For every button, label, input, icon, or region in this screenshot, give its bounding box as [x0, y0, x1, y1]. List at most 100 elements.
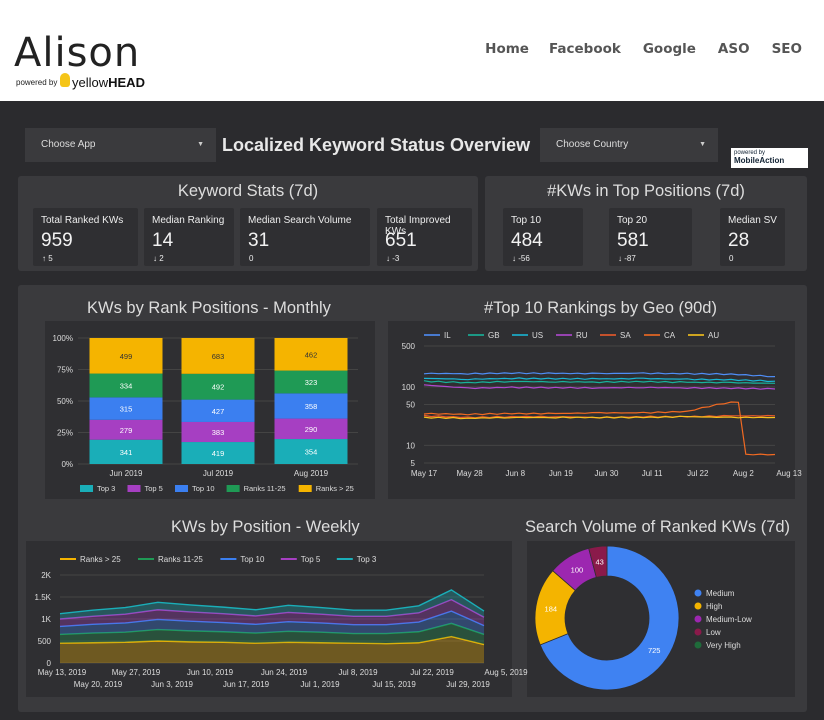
- kpi-card: Top 20 581 ↓ -87: [609, 208, 692, 266]
- y-tick-label: 1K: [41, 615, 51, 624]
- bar-segment: [89, 439, 163, 464]
- choose-country-label: Choose Country: [556, 139, 629, 150]
- legend-label: RU: [576, 331, 588, 340]
- arrow-up-icon: ↑: [42, 254, 49, 263]
- kpi-value: 959: [41, 230, 73, 251]
- kpi-card: Median Search Volume 31 0: [240, 208, 370, 266]
- series-line: [423, 377, 776, 383]
- y-tick-label: 0%: [61, 460, 73, 469]
- arrow-down-icon: ↓: [386, 254, 393, 263]
- bar-segment: [89, 419, 163, 440]
- brand-text: yellowHEAD: [72, 75, 145, 90]
- bar-segment: [89, 397, 163, 420]
- y-tick-label: 10: [406, 441, 415, 450]
- bar-data-label: 354: [305, 448, 318, 457]
- area-fill: [60, 623, 484, 645]
- y-tick-label: 75%: [57, 366, 73, 375]
- legend-label: CA: [664, 331, 676, 340]
- kpi-value: 484: [511, 230, 543, 251]
- bar-segment: [181, 373, 255, 400]
- series-line: [423, 401, 776, 456]
- legend-label: AU: [708, 331, 719, 340]
- x-tick-label: Jul 11: [642, 469, 663, 478]
- y-tick-label: 500: [38, 637, 52, 646]
- kpi-card: Total Improved KWs 651 ↓ -3: [377, 208, 472, 266]
- bar-segment: [274, 393, 348, 419]
- bar-data-label: 315: [120, 405, 133, 414]
- kpi-delta-value: 2: [159, 254, 164, 263]
- kpi-label: Median SV: [728, 215, 777, 226]
- slice-data-label: 725: [648, 646, 661, 655]
- slice-data-label: 184: [545, 605, 558, 614]
- kpi-delta: 0: [249, 254, 253, 263]
- nav-facebook[interactable]: Facebook: [548, 41, 621, 57]
- kpi-card: Median Ranking 14 ↓ 2: [144, 208, 234, 266]
- ma-powered-by: powered by: [734, 150, 766, 156]
- x-tick-label: Jun 30: [594, 469, 619, 478]
- nav-google[interactable]: Google: [642, 41, 696, 57]
- keyword-stats-panel: Keyword Stats (7d) Total Ranked KWs 959 ↑ …: [18, 176, 478, 271]
- caret-down-icon: ▼: [699, 141, 706, 148]
- kpi-delta: ↓ 2: [153, 254, 164, 263]
- series-line: [423, 380, 776, 384]
- nav-home[interactable]: Home: [485, 41, 529, 57]
- bar-data-label: 323: [305, 378, 318, 387]
- x-tick-label: May 17: [411, 469, 438, 478]
- choose-app-dropdown[interactable]: Choose App ▼: [25, 128, 216, 162]
- bar-data-label: 492: [212, 383, 225, 392]
- bar-data-label: 358: [305, 402, 318, 411]
- legend-swatch: [694, 641, 702, 649]
- x-tick-label: Jun 10, 2019: [187, 668, 234, 677]
- brand-light: yellow: [72, 75, 109, 90]
- x-tick-label: Jun 19: [549, 469, 574, 478]
- legend-swatch: [694, 628, 702, 636]
- legend-label: Top 3: [97, 484, 115, 493]
- x-tick-label: Jul 1, 2019: [300, 680, 340, 689]
- x-tick-label: Jul 2019: [203, 469, 234, 478]
- legend-label: Ranks > 25: [316, 484, 354, 493]
- choose-country-dropdown[interactable]: Choose Country ▼: [540, 128, 718, 162]
- bar-data-label: 290: [305, 425, 318, 434]
- area-fill: [60, 636, 484, 663]
- geo-chart-bg: [388, 321, 795, 499]
- y-tick-label: 100: [402, 383, 416, 392]
- kpi-value: 31: [248, 230, 270, 251]
- kpi-delta-value: -87: [624, 254, 636, 263]
- pie-slice: [588, 545, 608, 578]
- bulb-icon: [60, 73, 70, 87]
- bar-segment: [89, 338, 163, 374]
- series-line: [423, 415, 776, 420]
- x-tick-label: Jul 29, 2019: [446, 680, 490, 689]
- nav-seo[interactable]: SEO: [771, 41, 802, 57]
- arrow-down-icon: ↓: [512, 254, 519, 263]
- bar-segment: [181, 399, 255, 422]
- geo-chart-title: #Top 10 Rankings by Geo (90d): [484, 299, 717, 317]
- top-bar: Alison powered by yellowHEAD Home Facebo…: [0, 0, 824, 101]
- slice-data-label: 43: [596, 557, 604, 566]
- legend-label: Top 10: [240, 555, 265, 564]
- kpi-delta: ↓ -3: [386, 254, 399, 263]
- y-tick-label: 50%: [57, 397, 73, 406]
- main-nav: Home Facebook Google ASO SEO: [465, 41, 802, 57]
- bar-segment: [274, 439, 348, 464]
- choose-app-label: Choose App: [41, 139, 96, 150]
- kpi-value: 28: [728, 230, 750, 251]
- x-tick-label: Aug 13: [776, 469, 802, 478]
- legend-label: SA: [620, 331, 631, 340]
- kpi-value: 581: [617, 230, 649, 251]
- bar-data-label: 279: [120, 426, 133, 435]
- kpi-label: Total Ranked KWs: [41, 215, 124, 226]
- slice-data-label: 100: [571, 566, 584, 575]
- legend-label: Very High: [706, 641, 741, 650]
- x-tick-label: Jun 24, 2019: [261, 668, 308, 677]
- logo-text: Alison: [14, 30, 141, 76]
- nav-aso[interactable]: ASO: [717, 41, 750, 57]
- kpi-label: Median Ranking: [152, 215, 225, 226]
- x-tick-label: Jul 8, 2019: [338, 668, 378, 677]
- bar-data-label: 462: [305, 350, 318, 359]
- area-fill: [60, 599, 484, 627]
- kpi-card: Top 10 484 ↓ -56: [503, 208, 583, 266]
- kpi-label: Total Improved KWs: [385, 215, 451, 237]
- y-tick-label: 0: [47, 659, 52, 668]
